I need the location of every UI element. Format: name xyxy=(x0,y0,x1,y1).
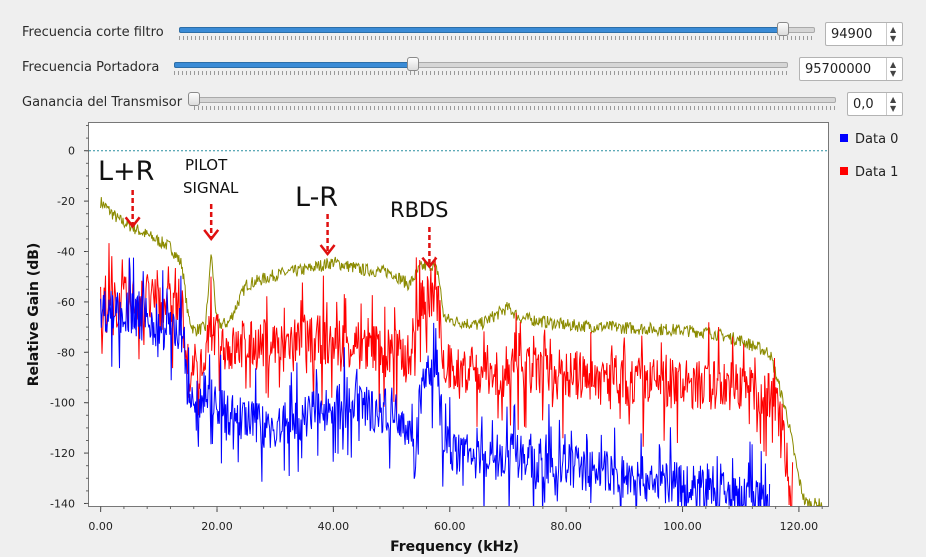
filter-cutoff-label: Frecuencia corte filtro xyxy=(22,25,164,40)
x-tick-label: 20.00 xyxy=(201,520,233,533)
legend-swatch xyxy=(840,134,848,142)
slider-handle[interactable] xyxy=(777,22,790,36)
legend-label: Data 1 xyxy=(855,165,899,180)
annotation-pilot-arrow-head xyxy=(203,229,220,241)
annotation-rbds: RBDS xyxy=(390,198,449,222)
transmitter-gain-label: Ganancia del Transmisor xyxy=(22,95,183,110)
series-line-data-0 xyxy=(100,257,771,506)
slider-handle[interactable] xyxy=(188,92,200,106)
filter-cutoff-spinbox[interactable]: 94900 ▲ ▼ xyxy=(825,22,903,46)
x-tick-label: 100.00 xyxy=(663,520,702,533)
transmitter-gain-value: 0,0 xyxy=(853,97,874,112)
annotation-signal: SIGNAL xyxy=(183,179,239,197)
slider-ticks xyxy=(174,71,788,75)
slider-ticks xyxy=(194,106,836,110)
annotation-rbds-arrow-head xyxy=(421,256,438,269)
x-tick-label: 0.00 xyxy=(88,520,113,533)
transmitter-gain-slider[interactable] xyxy=(188,90,836,116)
carrier-frequency-value: 95700000 xyxy=(805,62,872,77)
y-tick-label: -100 xyxy=(50,397,75,410)
y-tick-label: -80 xyxy=(57,346,75,359)
x-tick-label: 40.00 xyxy=(318,520,350,533)
chevron-down-icon[interactable]: ▼ xyxy=(890,69,897,78)
series-line-data-1 xyxy=(100,243,794,506)
legend-swatch xyxy=(840,167,848,175)
transmitter-gain-spinbox[interactable]: 0,0 ▲ ▼ xyxy=(847,92,903,116)
spin-arrows[interactable]: ▲ ▼ xyxy=(886,58,902,80)
filter-cutoff-slider[interactable] xyxy=(179,20,815,46)
chevron-up-icon[interactable]: ▲ xyxy=(890,60,897,69)
spin-arrows[interactable]: ▲ ▼ xyxy=(886,93,902,115)
chevron-up-icon[interactable]: ▲ xyxy=(890,95,897,104)
slider-ticks xyxy=(179,36,815,40)
legend-item-data-0[interactable]: Data 0 xyxy=(840,128,898,147)
spin-arrows[interactable]: ▲ ▼ xyxy=(886,23,902,45)
carrier-frequency-slider[interactable] xyxy=(174,55,788,81)
y-tick-label: -40 xyxy=(57,246,75,259)
y-tick-label: -120 xyxy=(50,447,75,460)
carrier-frequency-label: Frecuencia Portadora xyxy=(22,60,160,75)
y-tick-label: -60 xyxy=(57,296,75,309)
legend-label: Data 0 xyxy=(855,132,899,147)
annotation-l-minus-r-arrow-head xyxy=(319,244,336,257)
y-axis-title: Relative Gain (dB) xyxy=(26,243,42,387)
chevron-down-icon[interactable]: ▼ xyxy=(890,34,897,43)
series-line-olive xyxy=(100,197,823,506)
annotation-l-plus-r-arrow-head xyxy=(124,216,141,229)
chevron-up-icon[interactable]: ▲ xyxy=(890,25,897,34)
annotation-l-minus-r: L-R xyxy=(295,182,338,213)
chevron-down-icon[interactable]: ▼ xyxy=(890,104,897,113)
annotation-pilot: PILOT xyxy=(185,156,228,174)
carrier-frequency-spinbox[interactable]: 95700000 ▲ ▼ xyxy=(799,57,903,81)
y-tick-label: 0 xyxy=(68,145,75,158)
annotation-l-plus-r: L+R xyxy=(98,156,154,187)
filter-cutoff-row: Frecuencia corte filtro 94900 ▲ ▼ xyxy=(0,20,926,50)
x-tick-label: 80.00 xyxy=(550,520,582,533)
legend-item-data-1[interactable]: Data 1 xyxy=(840,161,898,180)
x-axis-title: Frequency (kHz) xyxy=(390,539,519,555)
carrier-frequency-row: Frecuencia Portadora 95700000 ▲ ▼ xyxy=(0,55,926,85)
slider-handle[interactable] xyxy=(407,57,420,71)
y-tick-label: -140 xyxy=(50,497,75,510)
filter-cutoff-value: 94900 xyxy=(831,27,873,42)
y-tick-label: -20 xyxy=(57,195,75,208)
x-tick-label: 120.00 xyxy=(780,520,819,533)
x-tick-label: 60.00 xyxy=(434,520,466,533)
transmitter-gain-row: Ganancia del Transmisor 0,0 ▲ ▼ xyxy=(0,90,926,120)
